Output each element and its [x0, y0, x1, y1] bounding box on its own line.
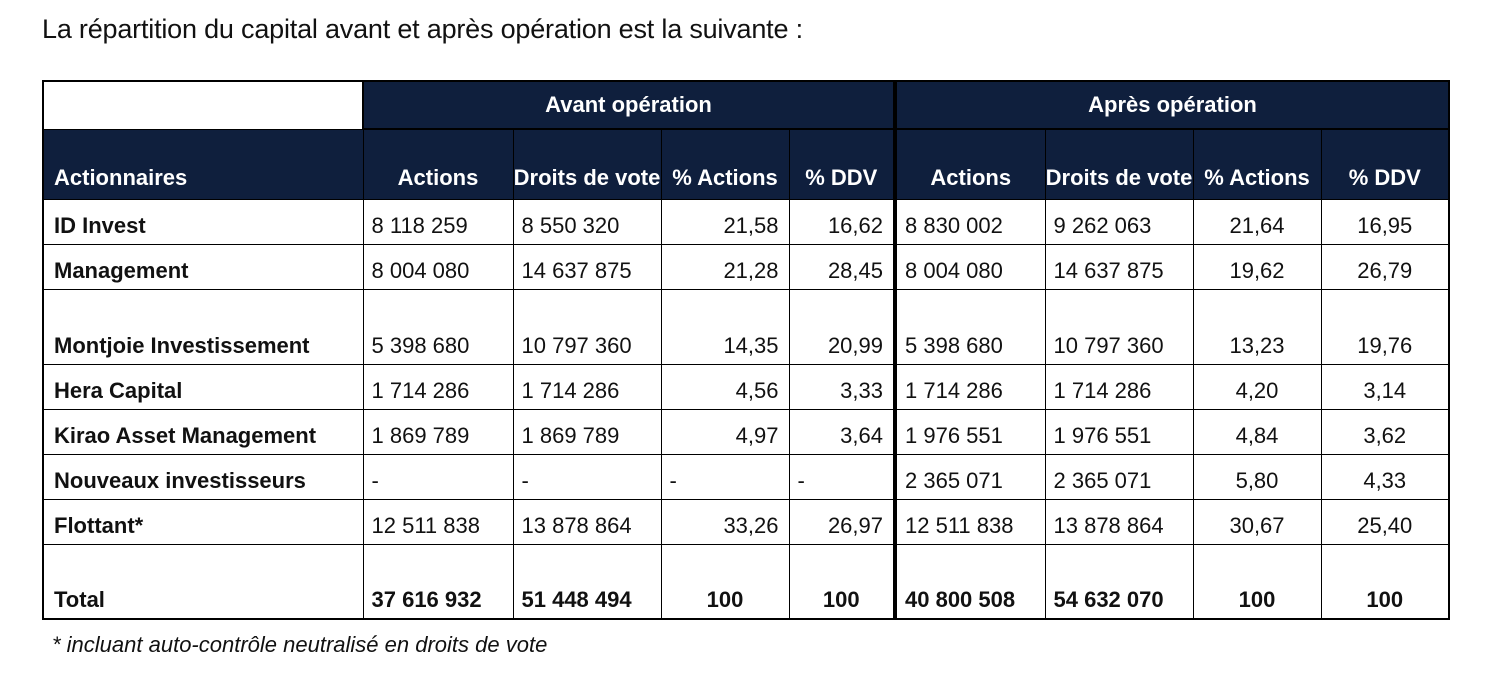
droits-before: 8 550 320: [512, 198, 662, 245]
pct-actions-after: 5,80: [1192, 453, 1322, 500]
pct-ddv-before: 20,99: [788, 288, 896, 365]
shareholder-name: Montjoie Investissement: [42, 288, 364, 365]
header-actionnaires: Actionnaires: [42, 128, 364, 200]
shareholder-name: Flottant*: [42, 498, 364, 545]
header-pct-ddv-before: % DDV: [788, 128, 896, 200]
pct-ddv-after: 19,76: [1320, 288, 1450, 365]
droits-after: 14 637 875: [1044, 243, 1194, 290]
table-row: ID Invest 8 118 259 8 550 320 21,58 16,62 8 8…: [42, 198, 1450, 245]
actions-after: 5 398 680: [893, 288, 1046, 365]
pct-actions-before: -: [660, 453, 790, 500]
pct-ddv-after: 25,40: [1320, 498, 1450, 545]
table-row: Hera Capital 1 714 286 1 714 286 4,56 3,33 1 …: [42, 363, 1450, 410]
table-row: Nouveaux investisseurs - - - -2 365 071 2 365…: [42, 453, 1450, 500]
table-row: Kirao Asset Management 1 869 789 1 869 789…: [42, 408, 1450, 455]
actions-before: 37 616 932: [362, 543, 514, 620]
droits-after: 1 714 286: [1044, 363, 1194, 410]
pct-ddv-after: 26,79: [1320, 243, 1450, 290]
pct-ddv-before: 28,45: [788, 243, 896, 290]
column-header-row: Actionnaires Actions Droits de vote % Ac…: [42, 128, 1450, 200]
actions-after: 8 004 080: [893, 243, 1046, 290]
group-header-before: Avant opération: [362, 80, 896, 130]
droits-before: 1 869 789: [512, 408, 662, 455]
actions-after: 12 511 838: [893, 498, 1046, 545]
droits-before: 1 714 286: [512, 363, 662, 410]
droits-after: 9 262 063: [1044, 198, 1194, 245]
pct-ddv-after: 16,95: [1320, 198, 1450, 245]
header-actions-before: Actions: [362, 128, 514, 200]
total-row: Total 37 616 932 51 448 494 100 100 40 800 50…: [42, 543, 1450, 620]
actions-before: 8 118 259: [362, 198, 514, 245]
droits-before: -: [512, 453, 662, 500]
droits-after: 10 797 360: [1044, 288, 1194, 365]
table-row: Flottant* 12 511 838 13 878 864 33,26 26,97 1…: [42, 498, 1450, 545]
droits-after: 13 878 864: [1044, 498, 1194, 545]
pct-actions-after: 100: [1192, 543, 1322, 620]
pct-ddv-before: 3,64: [788, 408, 896, 455]
pct-actions-after: 4,20: [1192, 363, 1322, 410]
shareholder-name: Total: [42, 543, 364, 620]
pct-actions-before: 33,26: [660, 498, 790, 545]
actions-before: 1 869 789: [362, 408, 514, 455]
header-pct-ddv-after: % DDV: [1320, 128, 1450, 200]
actions-after: 1 976 551: [893, 408, 1046, 455]
table-row: Montjoie Investissement 5 398 680 10 797 3…: [42, 288, 1450, 365]
table-row: Management 8 004 080 14 637 875 21,28 28,45 8…: [42, 243, 1450, 290]
pct-ddv-before: 3,33: [788, 363, 896, 410]
pct-ddv-after: 3,62: [1320, 408, 1450, 455]
pct-actions-before: 14,35: [660, 288, 790, 365]
pct-ddv-before: -: [788, 453, 896, 500]
shareholder-name: Nouveaux investisseurs: [42, 453, 364, 500]
pct-actions-before: 100: [660, 543, 790, 620]
header-actions-after: Actions: [893, 128, 1046, 200]
pct-actions-before: 4,97: [660, 408, 790, 455]
actions-after: 1 714 286: [893, 363, 1046, 410]
header-droits-before: Droits de vote: [512, 128, 662, 200]
droits-after: 54 632 070: [1044, 543, 1194, 620]
pct-actions-after: 19,62: [1192, 243, 1322, 290]
intro-text: La répartition du capital avant et après…: [42, 14, 803, 44]
pct-ddv-after: 4,33: [1320, 453, 1450, 500]
pct-actions-before: 21,58: [660, 198, 790, 245]
shareholder-name: Management: [42, 243, 364, 290]
actions-before: 1 714 286: [362, 363, 514, 410]
pct-actions-after: 30,67: [1192, 498, 1322, 545]
droits-before: 14 637 875: [512, 243, 662, 290]
droits-before: 10 797 360: [512, 288, 662, 365]
header-pct-actions-before: % Actions: [660, 128, 790, 200]
pct-ddv-before: 100: [788, 543, 896, 620]
header-droits-after: Droits de vote: [1044, 128, 1194, 200]
header-pct-actions-after: % Actions: [1192, 128, 1322, 200]
pct-actions-before: 21,28: [660, 243, 790, 290]
droits-after: 1 976 551: [1044, 408, 1194, 455]
actions-before: 5 398 680: [362, 288, 514, 365]
actions-before: 12 511 838: [362, 498, 514, 545]
pct-actions-after: 21,64: [1192, 198, 1322, 245]
pct-ddv-after: 100: [1320, 543, 1450, 620]
footnote: * incluant auto-contrôle neutralisé en d…: [52, 632, 548, 657]
actions-before: 8 004 080: [362, 243, 514, 290]
pct-ddv-after: 3,14: [1320, 363, 1450, 410]
group-header-row: Avant opération Après opération: [43, 80, 1450, 130]
pct-actions-after: 4,84: [1192, 408, 1322, 455]
blank-corner: [43, 81, 363, 129]
droits-before: 51 448 494: [512, 543, 662, 620]
shareholder-name: ID Invest: [42, 198, 364, 245]
pct-ddv-before: 16,62: [788, 198, 896, 245]
pct-ddv-before: 26,97: [788, 498, 896, 545]
shareholder-name: Hera Capital: [42, 363, 364, 410]
actions-after: 2 365 071: [893, 453, 1046, 500]
pct-actions-before: 4,56: [660, 363, 790, 410]
actions-after: 40 800 508: [893, 543, 1046, 620]
group-header-after: Après opération: [893, 80, 1450, 130]
droits-before: 13 878 864: [512, 498, 662, 545]
capital-table: Avant opération Après opération Actionna…: [42, 80, 1450, 620]
droits-after: 2 365 071: [1044, 453, 1194, 500]
pct-actions-after: 13,23: [1192, 288, 1322, 365]
actions-before: -: [362, 453, 514, 500]
shareholder-name: Kirao Asset Management: [42, 408, 364, 455]
actions-after: 8 830 002: [893, 198, 1046, 245]
